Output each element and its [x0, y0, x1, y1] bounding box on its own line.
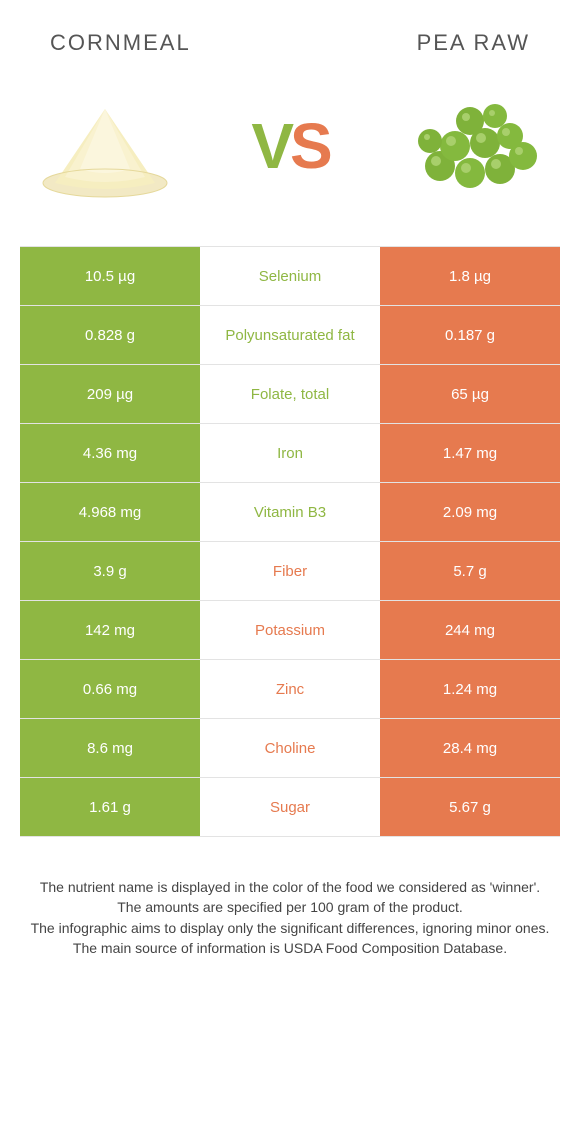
vs-v: V [251, 110, 290, 182]
hero-row: VS [0, 76, 580, 226]
table-row: 0.828 gPolyunsaturated fat0.187 g [20, 306, 560, 365]
food-title-right: PEA RAW [417, 30, 530, 56]
footer-line: The infographic aims to display only the… [20, 918, 560, 938]
nutrient-name: Sugar [200, 778, 380, 836]
nutrient-name: Choline [200, 719, 380, 777]
table-row: 10.5 µgSelenium1.8 µg [20, 247, 560, 306]
value-right: 65 µg [380, 365, 560, 423]
value-right: 2.09 mg [380, 483, 560, 541]
food-image-right [400, 86, 550, 206]
vs-label: VS [251, 109, 328, 183]
footer-line: The amounts are specified per 100 gram o… [20, 897, 560, 917]
food-image-left [30, 86, 180, 206]
table-row: 4.968 mgVitamin B32.09 mg [20, 483, 560, 542]
value-right: 1.8 µg [380, 247, 560, 305]
value-right: 5.67 g [380, 778, 560, 836]
nutrient-table: 10.5 µgSelenium1.8 µg0.828 gPolyunsatura… [20, 246, 560, 837]
value-left: 3.9 g [20, 542, 200, 600]
nutrient-name: Folate, total [200, 365, 380, 423]
vs-s: S [290, 110, 329, 182]
value-left: 4.968 mg [20, 483, 200, 541]
nutrient-name: Selenium [200, 247, 380, 305]
value-left: 10.5 µg [20, 247, 200, 305]
table-row: 1.61 gSugar5.67 g [20, 778, 560, 837]
value-right: 1.47 mg [380, 424, 560, 482]
nutrient-name: Iron [200, 424, 380, 482]
value-right: 1.24 mg [380, 660, 560, 718]
nutrient-name: Zinc [200, 660, 380, 718]
value-right: 244 mg [380, 601, 560, 659]
value-right: 0.187 g [380, 306, 560, 364]
footer-notes: The nutrient name is displayed in the co… [0, 837, 580, 978]
table-row: 3.9 gFiber5.7 g [20, 542, 560, 601]
value-right: 28.4 mg [380, 719, 560, 777]
footer-line: The nutrient name is displayed in the co… [20, 877, 560, 897]
food-title-left: CORNMEAL [50, 30, 191, 56]
header: CORNMEAL PEA RAW [0, 0, 580, 76]
table-row: 8.6 mgCholine28.4 mg [20, 719, 560, 778]
table-row: 0.66 mgZinc1.24 mg [20, 660, 560, 719]
nutrient-name: Polyunsaturated fat [200, 306, 380, 364]
value-right: 5.7 g [380, 542, 560, 600]
value-left: 4.36 mg [20, 424, 200, 482]
nutrient-name: Fiber [200, 542, 380, 600]
footer-line: The main source of information is USDA F… [20, 938, 560, 958]
value-left: 209 µg [20, 365, 200, 423]
value-left: 0.828 g [20, 306, 200, 364]
value-left: 142 mg [20, 601, 200, 659]
pea-icon [405, 91, 545, 201]
table-row: 4.36 mgIron1.47 mg [20, 424, 560, 483]
value-left: 1.61 g [20, 778, 200, 836]
nutrient-name: Potassium [200, 601, 380, 659]
nutrient-name: Vitamin B3 [200, 483, 380, 541]
table-row: 142 mgPotassium244 mg [20, 601, 560, 660]
cornmeal-icon [35, 91, 175, 201]
value-left: 8.6 mg [20, 719, 200, 777]
value-left: 0.66 mg [20, 660, 200, 718]
table-row: 209 µgFolate, total65 µg [20, 365, 560, 424]
